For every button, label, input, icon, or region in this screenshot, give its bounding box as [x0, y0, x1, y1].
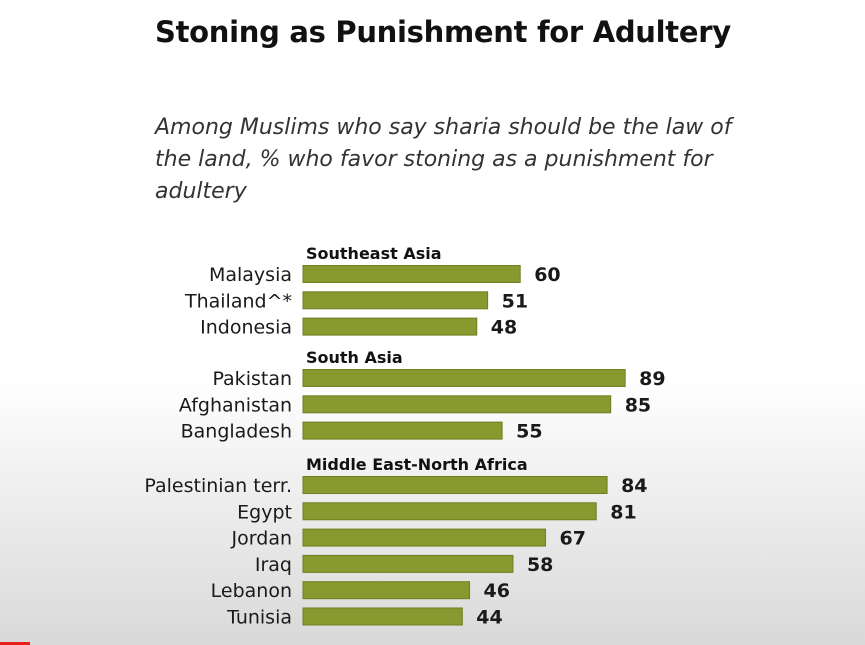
bar	[302, 317, 478, 336]
value-label: 58	[527, 554, 553, 576]
bar	[302, 528, 547, 547]
bar	[302, 607, 463, 626]
bar	[302, 581, 471, 600]
value-label: 48	[491, 317, 517, 339]
value-label: 51	[502, 290, 528, 312]
group-heading: South Asia	[306, 348, 403, 367]
bar	[302, 421, 503, 440]
bar	[302, 502, 597, 521]
value-label: 46	[484, 580, 510, 602]
bar	[302, 265, 521, 283]
category-label: Indonesia	[200, 317, 292, 339]
value-label: 89	[639, 368, 665, 390]
category-label: Thailand^*	[184, 290, 292, 312]
bar	[302, 369, 626, 387]
value-label: 85	[625, 394, 651, 416]
category-label: Afghanistan	[179, 394, 292, 416]
category-label: Tunisia	[226, 607, 292, 629]
chart-subtitle: Among Muslims who say sharia should be t…	[155, 115, 732, 204]
value-label: 60	[534, 264, 560, 286]
group-heading: Middle East-North Africa	[306, 455, 528, 474]
category-label: Lebanon	[211, 580, 292, 602]
bar	[302, 554, 514, 573]
bar	[302, 395, 612, 414]
category-label: Jordan	[231, 528, 292, 550]
bar	[302, 476, 608, 494]
bar	[302, 291, 489, 310]
value-label: 67	[560, 528, 586, 550]
chart-title: Stoning as Punishment for Adultery	[155, 15, 731, 49]
value-label: 84	[621, 475, 647, 497]
value-label: 81	[610, 501, 636, 523]
category-label: Pakistan	[212, 368, 292, 390]
category-label: Malaysia	[209, 264, 292, 286]
value-label: 55	[516, 421, 542, 443]
category-label: Egypt	[237, 501, 292, 523]
video-progress-bar[interactable]	[0, 642, 30, 645]
value-label: 44	[476, 607, 502, 629]
category-label: Iraq	[255, 554, 292, 576]
group-heading: Southeast Asia	[306, 244, 442, 263]
category-label: Bangladesh	[181, 421, 292, 443]
category-label: Palestinian terr.	[144, 475, 292, 497]
